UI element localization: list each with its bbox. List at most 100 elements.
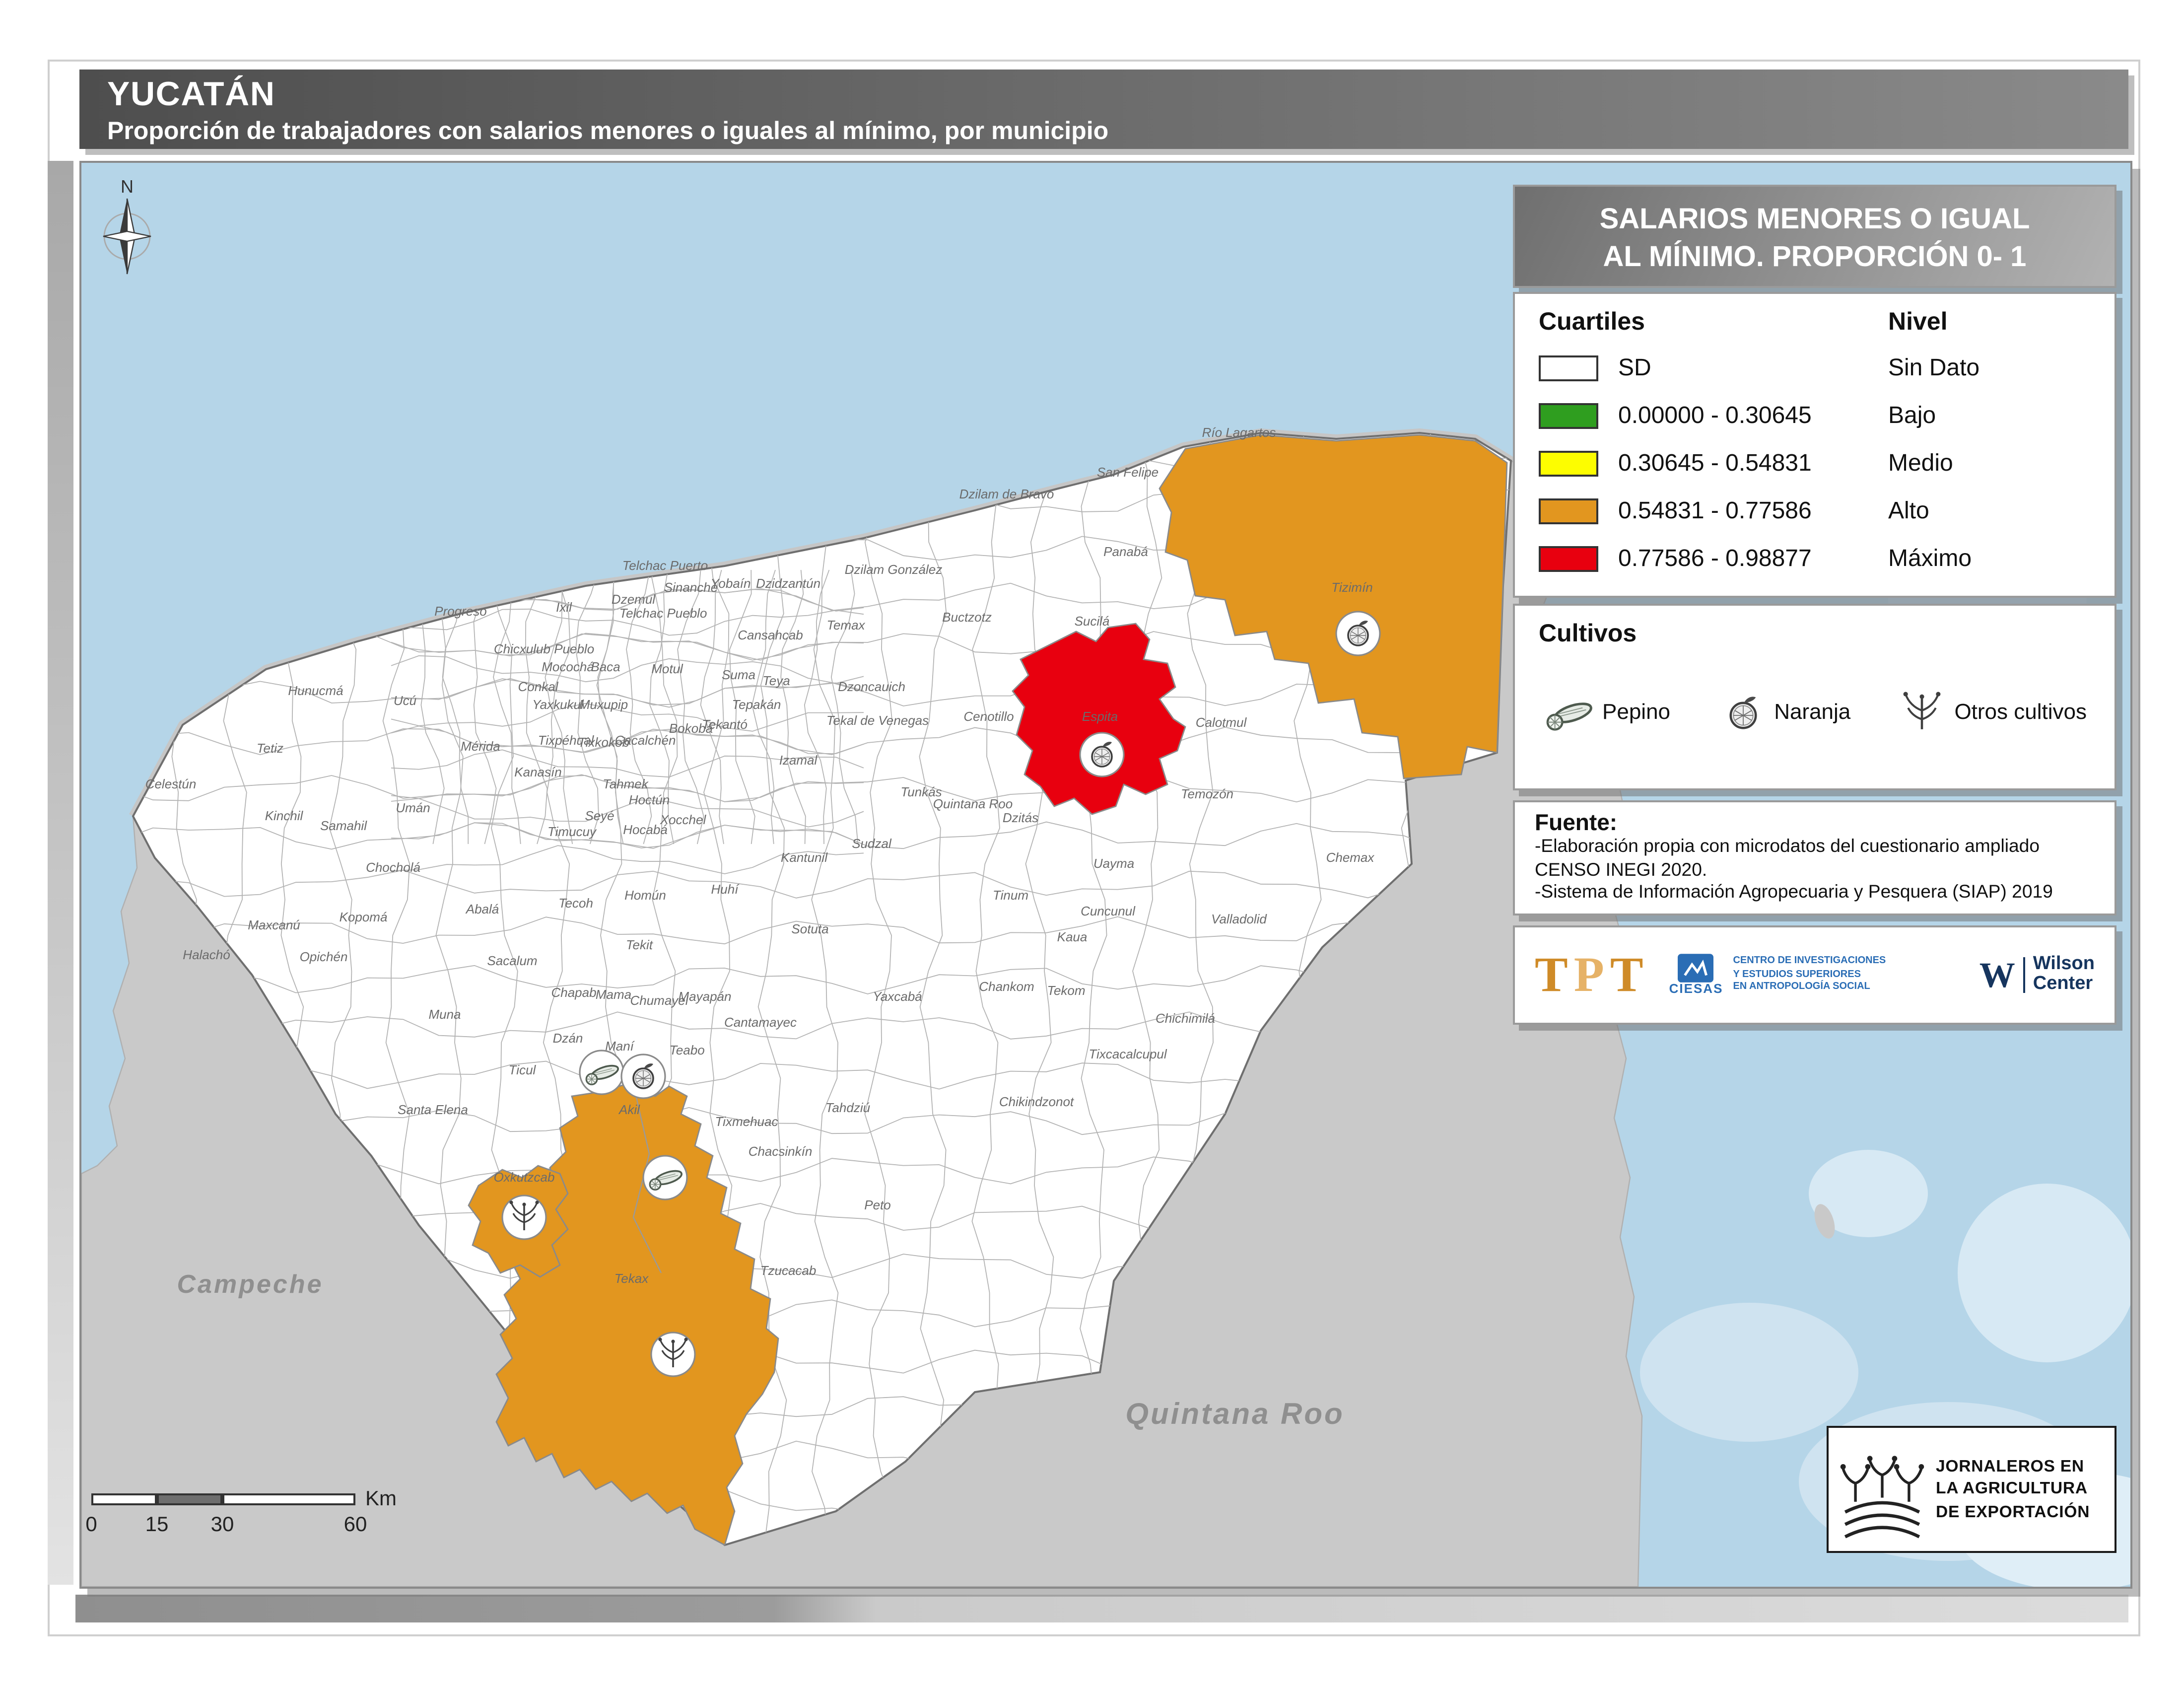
legend-cultivos-panel: Cultivos Pepino Naranja Otros cultivos bbox=[1513, 604, 2116, 790]
state-label: Campeche bbox=[177, 1270, 324, 1299]
municipality-label: Chumayel bbox=[630, 993, 688, 1008]
page-subtitle: Proporción de trabajadores con salarios … bbox=[107, 116, 1109, 144]
ciesas-line: CENTRO DE INVESTIGACIONES bbox=[1733, 955, 1886, 967]
municipality-label: Tahmek bbox=[603, 776, 649, 791]
cultivo-pepino: Pepino bbox=[1543, 687, 1670, 739]
orange-icon bbox=[1718, 689, 1766, 737]
municipality-label: Samahil bbox=[320, 818, 367, 833]
municipality-label: Temozón bbox=[1181, 786, 1233, 801]
municipality-label: Timucuy bbox=[547, 824, 597, 839]
municipality-label: Muna bbox=[428, 1007, 461, 1022]
municipality-label: Yaxcabá bbox=[873, 989, 922, 1004]
level-label: Máximo bbox=[1888, 544, 1972, 572]
municipality-label: Chemax bbox=[1326, 850, 1375, 865]
fuente-line: CENSO INEGI 2020. bbox=[1535, 859, 1707, 879]
level-label: Alto bbox=[1888, 496, 1929, 524]
municipality-label: Mayapán bbox=[679, 989, 732, 1004]
municipality-label: Peto bbox=[864, 1197, 891, 1212]
pepino-crop-marker bbox=[642, 1155, 688, 1200]
municipality-label: Sucilá bbox=[1075, 614, 1110, 629]
municipality-label: Chacsinkín bbox=[749, 1144, 813, 1159]
scale-unit: Km bbox=[365, 1487, 397, 1511]
range-label: 0.00000 - 0.30645 bbox=[1618, 401, 1812, 429]
legend-title-panel: SALARIOS MENORES O IGUAL AL MÍNIMO. PROP… bbox=[1513, 185, 2116, 288]
fuente-header: Fuente: bbox=[1535, 812, 1618, 836]
municipality-label: Tetiz bbox=[257, 741, 283, 756]
municipality-label: Kaua bbox=[1057, 929, 1088, 944]
municipality-label: Umán bbox=[396, 800, 430, 815]
municipality-label: Tepakán bbox=[732, 697, 781, 712]
municipality-label: Tizimín bbox=[1331, 580, 1373, 595]
nivel-header: Nivel bbox=[1888, 308, 1948, 336]
compass-rose: N bbox=[91, 175, 163, 282]
municipality-label: Telchac Pueblo bbox=[619, 606, 707, 621]
municipality-label: Dzilam González bbox=[845, 562, 943, 577]
municipality-label: Chocholá bbox=[366, 860, 420, 875]
municipality-label: Chankom bbox=[979, 979, 1034, 994]
legend-row-sd: SD Sin Dato bbox=[1539, 344, 2091, 391]
other-crops-icon bbox=[1899, 689, 1946, 737]
municipality-label: San Felipe bbox=[1097, 465, 1159, 480]
scale-tick: 30 bbox=[210, 1513, 234, 1537]
municipality-label: Sinanché bbox=[664, 580, 718, 595]
municipality-label: Xocchel bbox=[660, 812, 707, 827]
municipality-label: Halachó bbox=[183, 947, 230, 962]
otros-crop-marker bbox=[650, 1332, 696, 1377]
municipality-label: Dzán bbox=[553, 1031, 583, 1046]
naranja-crop-marker bbox=[1079, 732, 1125, 777]
municipality-label: Kantunil bbox=[781, 850, 828, 865]
scale-segment bbox=[157, 1493, 222, 1505]
municipality-label: Teya bbox=[762, 673, 790, 688]
municipality-label: Homún bbox=[624, 888, 666, 903]
map-header: YUCATÁN Proporción de trabajadores con s… bbox=[79, 70, 2128, 149]
compass-north-label: N bbox=[121, 176, 134, 197]
municipality-label: Mama bbox=[596, 987, 631, 1002]
municipality-label: Chapab bbox=[551, 985, 596, 1000]
legend-row-maximo: 0.77586 - 0.98877 Máximo bbox=[1539, 534, 2091, 582]
municipality-label: Tzucacab bbox=[760, 1263, 817, 1278]
range-label: 0.77586 - 0.98877 bbox=[1618, 544, 1812, 572]
legend-row-bajo: 0.00000 - 0.30645 Bajo bbox=[1539, 391, 2091, 439]
municipality-label: Maní bbox=[605, 1039, 635, 1054]
cultivo-label: Pepino bbox=[1602, 701, 1671, 725]
level-label: Sin Dato bbox=[1888, 353, 1980, 381]
municipality-label: Valladolid bbox=[1211, 912, 1267, 926]
level-label: Medio bbox=[1888, 449, 1953, 477]
fuente-line: -Sistema de Información Agropecuaria y P… bbox=[1535, 882, 2053, 902]
municipality-label: Progreso bbox=[434, 604, 487, 619]
municipality-label: Dzidzantún bbox=[756, 576, 820, 591]
municipality-label: Chicxulub Pueblo bbox=[494, 641, 594, 656]
municipality-label: Seyé bbox=[585, 808, 614, 823]
municipality-label: Mocochá bbox=[542, 659, 594, 674]
range-label: SD bbox=[1618, 353, 1651, 381]
scale-segment bbox=[91, 1493, 157, 1505]
municipality-label: Tekantó bbox=[702, 717, 748, 732]
municipality-label: Santa Elena bbox=[398, 1102, 468, 1117]
municipality-label: Tixkokob bbox=[578, 735, 629, 750]
municipality-label: Río Lagartos bbox=[1202, 425, 1276, 440]
tizimin-orange-region bbox=[1159, 434, 1508, 779]
municipality-label: Tixmehuac bbox=[715, 1114, 778, 1129]
municipality-label: Sudzal bbox=[852, 836, 892, 851]
wilson-center-logo: W Wilson Center bbox=[1979, 952, 2095, 995]
municipality-label: Calotmul bbox=[1196, 715, 1247, 730]
swatch-medio bbox=[1539, 450, 1598, 476]
field-crops-icon bbox=[1839, 1434, 1926, 1545]
municipality-label: Tinum bbox=[993, 888, 1028, 903]
municipality-label: Dzemul bbox=[612, 592, 656, 607]
municipality-label: Dzitás bbox=[1003, 810, 1038, 825]
municipality-label: Teabo bbox=[669, 1043, 704, 1057]
municipality-label: Hunucmá bbox=[288, 683, 343, 698]
municipality-label: Tekit bbox=[626, 937, 654, 952]
cultivos-header: Cultivos bbox=[1539, 620, 1637, 647]
municipality-label: Espita bbox=[1082, 709, 1118, 724]
scale-tick: 0 bbox=[85, 1513, 97, 1537]
ciesas-line: Y ESTUDIOS SUPERIORES bbox=[1733, 968, 1861, 981]
municipality-label: Dzilam de Bravo bbox=[959, 487, 1054, 501]
municipality-label: Mérida bbox=[461, 739, 500, 754]
municipality-label: Ucú bbox=[394, 693, 416, 708]
municipality-label: Akil bbox=[618, 1102, 640, 1117]
range-label: 0.54831 - 0.77586 bbox=[1618, 496, 1812, 524]
pepino-crop-marker bbox=[579, 1050, 624, 1095]
